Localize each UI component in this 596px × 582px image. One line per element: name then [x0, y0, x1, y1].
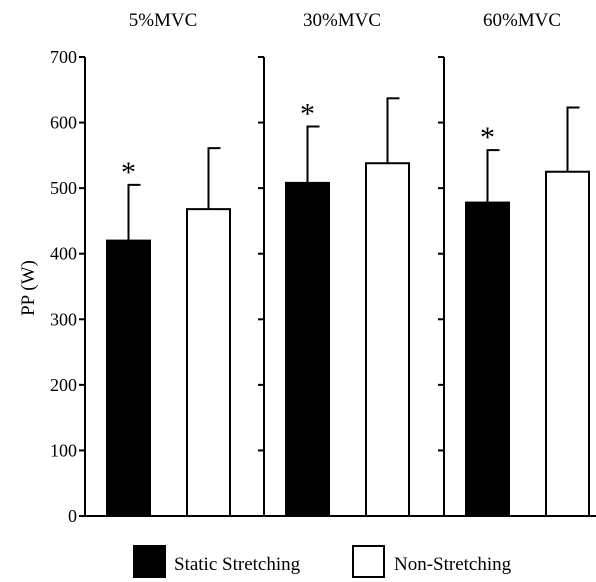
bar — [545, 170, 590, 517]
bar — [465, 201, 510, 517]
y-tick-label: 200 — [50, 375, 77, 395]
legend-swatch — [133, 545, 166, 578]
legend-label: Non-Stretching — [394, 554, 512, 575]
legend-label: Static Stretching — [174, 554, 301, 575]
legend: Static Stretching Non-Stretching — [133, 545, 512, 578]
y-tick-label: 500 — [50, 178, 77, 198]
y-tick-label: 400 — [50, 244, 77, 264]
panel-title: 60%MVC — [483, 10, 561, 31]
significance-marker: * — [121, 156, 136, 189]
bar — [186, 208, 231, 518]
bar — [365, 162, 410, 517]
y-tick-label: 700 — [50, 47, 77, 67]
bar — [285, 181, 330, 517]
y-axis-label: PP (W) — [18, 260, 39, 316]
y-tick-label: 600 — [50, 113, 77, 133]
legend-swatch — [352, 545, 385, 578]
panel-title: 5%MVC — [129, 10, 198, 31]
y-tick-label: 0 — [68, 506, 77, 526]
significance-marker: * — [480, 121, 495, 154]
y-tick-label: 100 — [50, 440, 77, 460]
panel-1: 30%MVC * — [258, 10, 438, 517]
y-tick-label: 300 — [50, 309, 77, 329]
panel-2: 60%MVC * — [438, 10, 596, 517]
bar — [106, 239, 151, 517]
significance-marker: * — [300, 98, 315, 131]
panel-title: 30%MVC — [303, 10, 381, 31]
panel-0: 5%MVC 0 100 200 300 400 500 600 700 * — [50, 10, 258, 526]
chart-panels: 5%MVC0100200300400500600700*30%MVC*60%MV… — [50, 10, 596, 526]
